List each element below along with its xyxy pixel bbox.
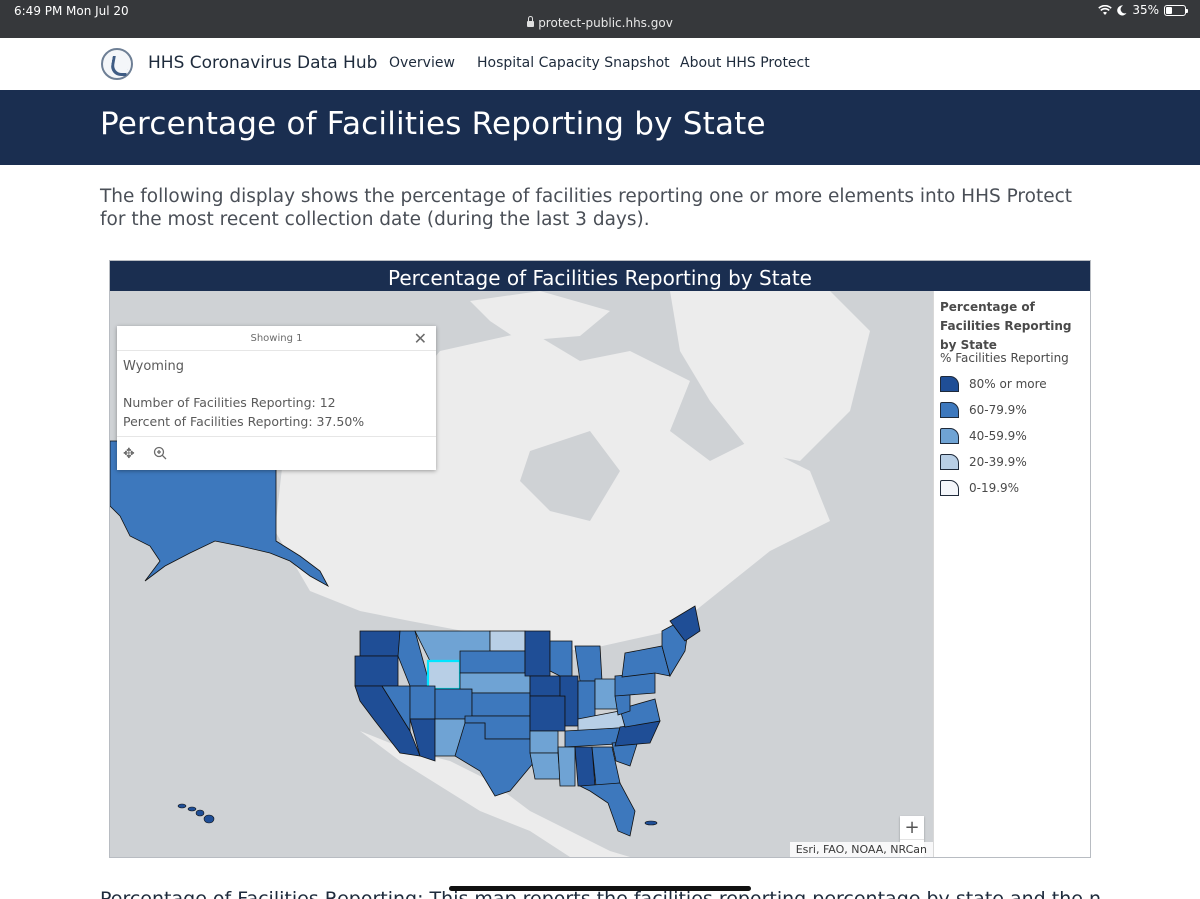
land-greenland [670, 291, 870, 461]
state-kansas [471, 692, 531, 717]
status-indicators: 35% [1098, 3, 1188, 17]
popup-header: Showing 1 [117, 326, 436, 351]
map-view[interactable]: Showing 1 ✕ Wyoming Number of Facilities… [110, 291, 933, 857]
nav-link-hospital-capacity[interactable]: Hospital Capacity Snapshot [477, 55, 670, 71]
popup-state-name: Wyoming [123, 359, 185, 374]
state-michigan [574, 645, 603, 682]
legend-subtitle: % Facilities Reporting [940, 351, 1069, 365]
top-navigation: HHS Coronavirus Data Hub Overview Hospit… [0, 38, 1200, 90]
state-mississippi [557, 746, 576, 787]
nav-link-overview[interactable]: Overview [389, 55, 455, 71]
map-attribution: Esri, FAO, NOAA, NRCan [789, 842, 933, 857]
state-texas [454, 722, 536, 797]
legend-label: 0-19.9% [969, 481, 1020, 495]
status-time: 6:49 PM [14, 4, 63, 18]
close-icon[interactable]: ✕ [413, 329, 427, 348]
site-brand[interactable]: HHS Coronavirus Data Hub [148, 53, 378, 73]
state-hawaii [177, 803, 215, 824]
legend-item: 80% or more [940, 374, 1047, 394]
state-maine [669, 605, 701, 642]
nav-link-about[interactable]: About HHS Protect [680, 55, 810, 71]
feature-popup[interactable]: Showing 1 ✕ Wyoming Number of Facilities… [117, 326, 436, 470]
wifi-icon [1098, 4, 1113, 15]
state-wyoming [426, 659, 462, 691]
hhs-logo-icon[interactable] [101, 48, 133, 80]
legend-label: 20-39.9% [969, 455, 1027, 469]
legend-swatch [940, 402, 959, 418]
lock-icon [527, 16, 535, 27]
state-alabama [574, 746, 596, 787]
battery-icon [1164, 4, 1188, 16]
legend-item: 60-79.9% [940, 400, 1027, 420]
popup-toolbar: ✥ [117, 436, 436, 470]
land-bay-water [520, 431, 620, 521]
legend-swatch [940, 454, 959, 470]
dashboard-title: Percentage of Facilities Reporting by St… [110, 261, 1090, 291]
legend-label: 80% or more [969, 377, 1047, 391]
title-banner: Percentage of Facilities Reporting by St… [0, 90, 1200, 165]
state-washington [359, 630, 401, 657]
state-iowa [529, 675, 561, 697]
intro-paragraph: The following display shows the percenta… [100, 186, 1073, 230]
state-alaska [110, 440, 329, 588]
map-legend: Percentage of Facilities Reporting by St… [933, 291, 1090, 857]
url-text: protect-public.hhs.gov [538, 16, 673, 30]
moon-icon [1117, 4, 1127, 15]
state-florida [578, 782, 636, 837]
home-indicator[interactable] [449, 886, 751, 891]
legend-swatch [940, 376, 959, 392]
zoom-in-button[interactable]: + [900, 816, 924, 840]
territory-puerto-rico [644, 820, 658, 826]
legend-label: 40-59.9% [969, 429, 1027, 443]
page-title: Percentage of Facilities Reporting by St… [100, 106, 766, 142]
state-oregon [354, 655, 399, 687]
state-indiana [577, 680, 596, 720]
state-arkansas [529, 730, 559, 754]
state-south-dakota [459, 650, 526, 674]
state-arizona [409, 718, 436, 762]
legend-item: 0-19.9% [940, 478, 1019, 498]
state-illinois [559, 675, 579, 727]
state-wisconsin [549, 640, 573, 677]
next-section-heading: Percentage of Facilities Reporting: This… [100, 888, 1100, 899]
battery-fill [1166, 6, 1172, 14]
pan-icon[interactable]: ✥ [123, 446, 135, 462]
legend-swatch [940, 480, 959, 496]
state-pennsylvania [614, 672, 656, 697]
popup-facility-percent: Percent of Facilities Reporting: 37.50% [123, 414, 365, 429]
legend-swatch [940, 428, 959, 444]
map-dashboard: Percentage of Facilities Reporting by St… [109, 260, 1091, 858]
ios-status-bar: 6:49 PM Mon Jul 20 protect-public.hhs.go… [0, 0, 1200, 38]
state-utah [409, 685, 436, 720]
address-bar[interactable]: protect-public.hhs.gov [0, 16, 1200, 30]
state-louisiana [529, 752, 561, 780]
legend-label: 60-79.9% [969, 403, 1027, 417]
battery-percent: 35% [1132, 3, 1159, 17]
legend-item: 40-59.9% [940, 426, 1027, 446]
state-minnesota [524, 630, 551, 677]
state-colorado [434, 688, 473, 720]
state-north-dakota [489, 630, 526, 652]
status-date: Mon Jul 20 [66, 4, 129, 18]
state-virginia [619, 698, 661, 728]
state-new-york [621, 645, 671, 678]
popup-facility-count: Number of Facilities Reporting: 12 [123, 395, 336, 410]
legend-item: 20-39.9% [940, 452, 1027, 472]
land-arctic-islands [470, 291, 610, 341]
legend-title: Percentage of Facilities Reporting by St… [940, 300, 1072, 352]
state-missouri [529, 695, 566, 732]
